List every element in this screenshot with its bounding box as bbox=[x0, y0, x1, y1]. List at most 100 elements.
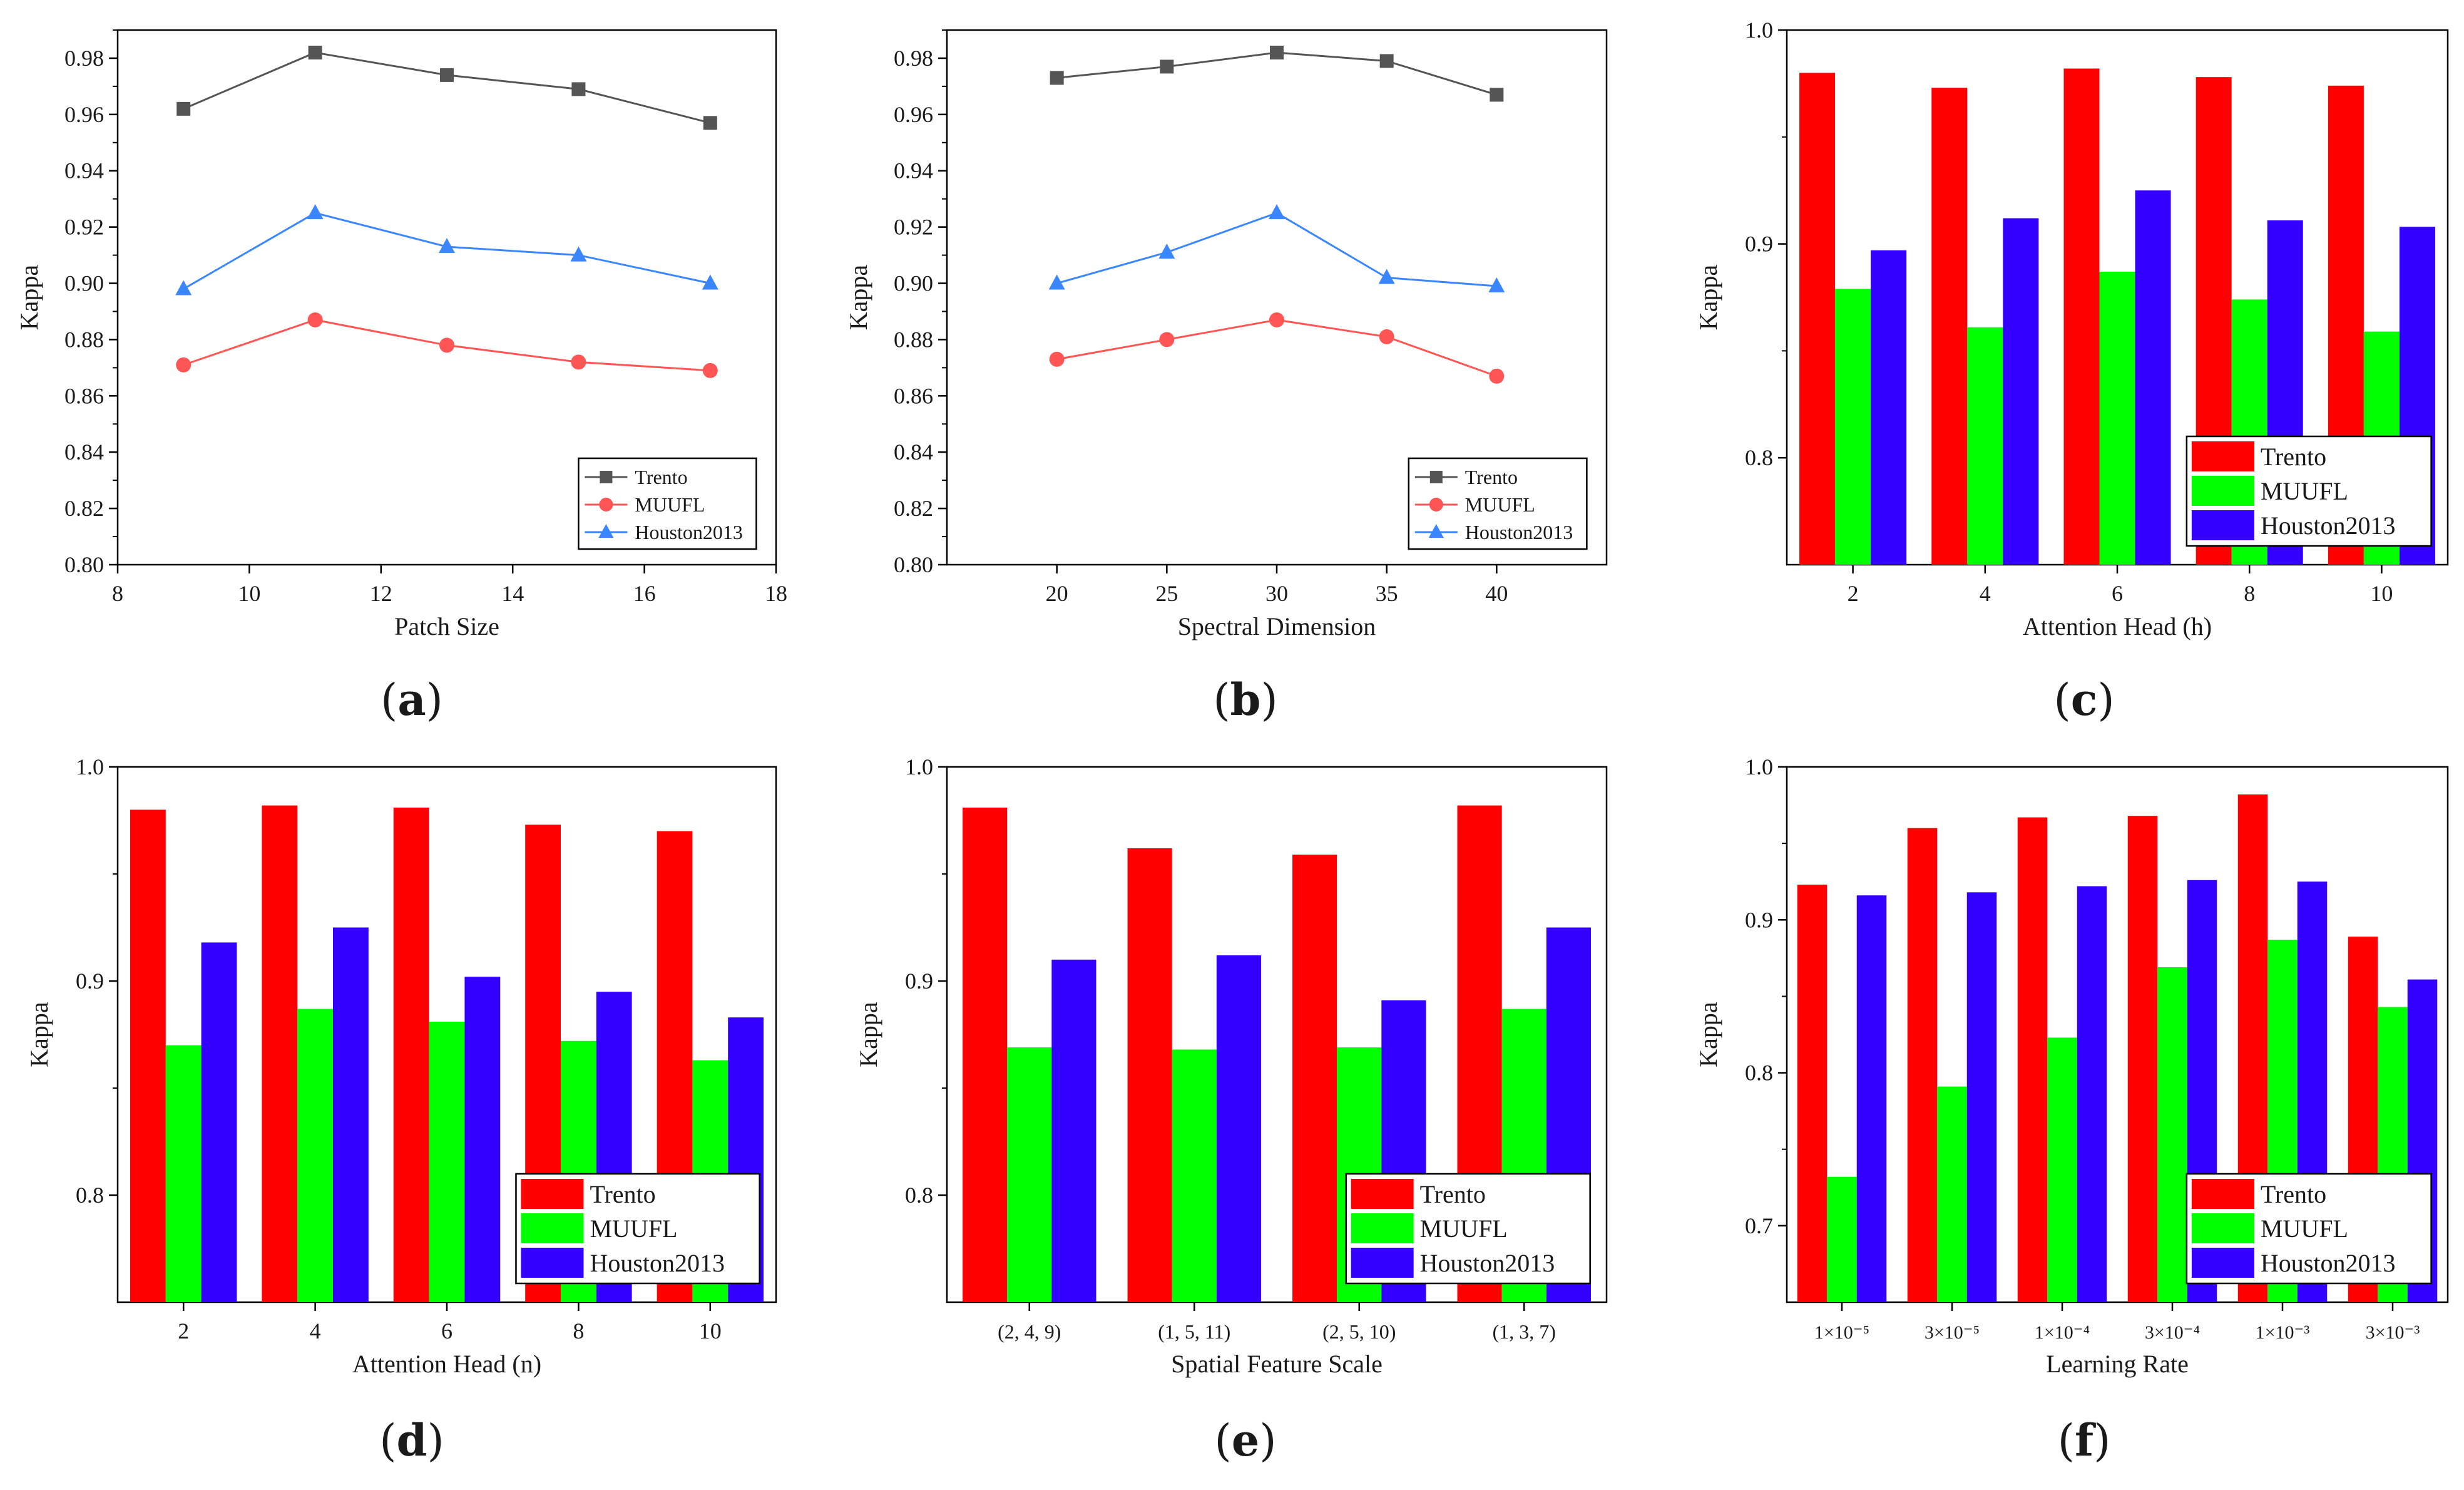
y-axis-title: Kappa bbox=[854, 1002, 882, 1067]
legend-marker bbox=[598, 524, 614, 538]
bar-muufl bbox=[2157, 967, 2187, 1302]
bar-houston2013 bbox=[2135, 190, 2171, 565]
legend-marker bbox=[1429, 471, 1443, 483]
data-point bbox=[439, 238, 455, 254]
data-point bbox=[1050, 71, 1064, 85]
data-point bbox=[1490, 88, 1504, 102]
panel-label: (b) bbox=[1213, 674, 1278, 726]
legend-marker bbox=[1428, 524, 1444, 538]
x-tick-label: (1, 5, 11) bbox=[1158, 1320, 1230, 1343]
bar-houston2013 bbox=[333, 927, 369, 1302]
x-tick-label: (2, 4, 9) bbox=[998, 1320, 1061, 1343]
legend-swatch bbox=[521, 1248, 584, 1278]
bar-houston2013 bbox=[201, 942, 237, 1302]
data-point bbox=[1049, 351, 1065, 367]
legend-swatch bbox=[2191, 441, 2254, 471]
bar-houston2013 bbox=[1966, 892, 1997, 1302]
series-line-houston2013 bbox=[1056, 212, 1497, 287]
chart-panel-c: 0.8 0.9 1.0 2 4 6 8 10 Trento MUUFL Houston2013 Att… bbox=[1694, 18, 2449, 726]
legend-label: Trento bbox=[590, 1180, 655, 1208]
x-tick-label: 25 bbox=[1155, 581, 1178, 606]
y-tick-label: 0.82 bbox=[894, 496, 933, 521]
x-tick-label: 20 bbox=[1046, 581, 1068, 606]
x-tick-label: 14 bbox=[501, 581, 524, 606]
bar-trento bbox=[1931, 88, 1968, 565]
legend-label: MUUFL bbox=[1420, 1215, 1508, 1243]
data-point bbox=[1159, 332, 1175, 347]
y-tick-label: 0.82 bbox=[64, 496, 104, 521]
bar-muufl bbox=[1967, 327, 2003, 565]
x-tick-label: 3×10⁻⁵ bbox=[1925, 1322, 1980, 1343]
panel-letter: d bbox=[397, 1414, 427, 1466]
y-tick-label: 0.8 bbox=[1745, 445, 1773, 470]
panel-letter: f bbox=[2075, 1414, 2096, 1466]
legend-swatch bbox=[1351, 1179, 1414, 1209]
y-tick-label: 1.0 bbox=[1745, 18, 1773, 43]
panel-label: (d) bbox=[379, 1414, 444, 1466]
y-tick-label: 0.98 bbox=[64, 46, 104, 71]
data-point bbox=[1378, 269, 1395, 284]
x-tick-label: (2, 5, 10) bbox=[1322, 1320, 1396, 1343]
legend-label: Houston2013 bbox=[1420, 1249, 1555, 1277]
y-tick-label: 0.7 bbox=[1745, 1213, 1773, 1238]
legend-marker bbox=[1429, 498, 1443, 511]
legend-label: MUUFL bbox=[1465, 493, 1535, 516]
x-tick-label: 3×10⁻⁴ bbox=[2145, 1322, 2200, 1343]
data-point bbox=[1488, 277, 1505, 293]
y-tick-label: 0.8 bbox=[76, 1183, 104, 1208]
legend-label: Houston2013 bbox=[1465, 521, 1573, 543]
x-tick-label: 8 bbox=[573, 1318, 584, 1344]
legend-swatch bbox=[2191, 1248, 2254, 1278]
legend-swatch bbox=[521, 1213, 584, 1243]
x-tick-label: 8 bbox=[112, 581, 123, 606]
legend-label: Trento bbox=[2261, 443, 2326, 471]
bar-houston2013 bbox=[2077, 886, 2107, 1302]
panel-letter: c bbox=[2071, 674, 2098, 726]
x-tick-label: 3×10⁻³ bbox=[2366, 1322, 2420, 1343]
panel-letter: b bbox=[1230, 674, 1261, 726]
data-point bbox=[1269, 312, 1284, 327]
data-point bbox=[1379, 54, 1394, 68]
x-axis-title: Spectral Dimension bbox=[1178, 612, 1376, 640]
y-axis-title: Kappa bbox=[15, 265, 43, 331]
data-point bbox=[1489, 368, 1505, 384]
legend-label: Houston2013 bbox=[635, 521, 742, 543]
chart-panel-b: 0.80 0.82 0.84 0.86 0.88 0.90 0.92 0.94 0.96 0.98… bbox=[844, 29, 1608, 726]
y-tick-label: 0.96 bbox=[64, 102, 104, 127]
bar-trento bbox=[963, 807, 1008, 1302]
x-tick-label: 1×10⁻⁵ bbox=[1814, 1322, 1869, 1343]
x-axis-title: Spatial Feature Scale bbox=[1171, 1350, 1383, 1378]
data-point bbox=[176, 101, 191, 116]
x-tick-label: 2 bbox=[178, 1318, 189, 1344]
bar-muufl bbox=[1835, 289, 1871, 565]
bar-houston2013 bbox=[1856, 895, 1887, 1302]
bar-houston2013 bbox=[1216, 955, 1261, 1302]
x-tick-label: 6 bbox=[441, 1318, 452, 1344]
bar-trento bbox=[2017, 817, 2048, 1302]
y-tick-label: 0.84 bbox=[894, 439, 933, 465]
x-tick-label: 10 bbox=[238, 581, 260, 606]
legend-label: MUUFL bbox=[2261, 477, 2348, 505]
legend-swatch bbox=[2191, 1213, 2254, 1243]
bar-muufl bbox=[1827, 1176, 1857, 1302]
y-tick-label: 0.8 bbox=[1745, 1061, 1773, 1086]
x-tick-label: 6 bbox=[2112, 581, 2123, 606]
y-axis-title: Kappa bbox=[1694, 1002, 1722, 1067]
y-tick-label: 0.9 bbox=[1745, 232, 1773, 257]
x-tick-label: 16 bbox=[633, 581, 656, 606]
x-tick-label: 30 bbox=[1265, 581, 1288, 606]
panel-label: (c) bbox=[2053, 674, 2114, 726]
bar-trento bbox=[1799, 73, 1836, 565]
data-point bbox=[1048, 274, 1065, 290]
chart-panel-f: 0.7 0.8 0.9 1.0 1×10⁻⁵ 3×10⁻⁵ 1×10⁻⁴ 3×10⁻⁴ 1×10… bbox=[1694, 754, 2449, 1466]
data-point bbox=[1158, 244, 1175, 259]
plot-frame bbox=[116, 29, 777, 566]
data-point bbox=[1160, 59, 1174, 74]
x-axis-title: Learning Rate bbox=[2046, 1350, 2189, 1378]
y-tick-label: 0.94 bbox=[894, 158, 933, 183]
y-tick-label: 0.86 bbox=[64, 383, 104, 408]
bar-muufl bbox=[2099, 272, 2135, 565]
legend-label: Trento bbox=[635, 466, 687, 488]
bar-muufl bbox=[1937, 1086, 1967, 1302]
bar-trento bbox=[393, 807, 429, 1302]
